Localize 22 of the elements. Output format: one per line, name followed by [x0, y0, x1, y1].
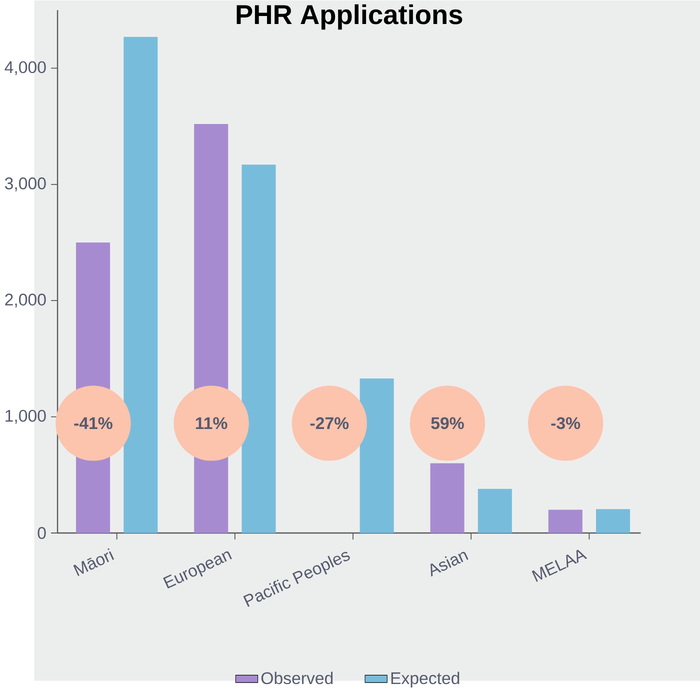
bar [548, 510, 582, 533]
legend-label: Expected [391, 672, 460, 688]
x-tick-label: Asian [430, 552, 468, 577]
x-tick-label: Māori [73, 548, 114, 576]
y-tick-label: 3,000 [4, 177, 46, 192]
annotation: 11% [196, 417, 228, 430]
bar [242, 164, 276, 533]
y-tick-label: 2,000 [5, 294, 46, 308]
bar [430, 463, 464, 533]
annotation: -41% [74, 417, 112, 430]
bar [478, 488, 512, 533]
y-tick-label: 0 [38, 526, 46, 539]
chart-title: PHR Applications [236, 4, 462, 30]
y-tick-label: 1,000 [6, 410, 46, 424]
annotation: 59% [431, 417, 464, 430]
bar [124, 36, 158, 533]
bar [360, 378, 394, 533]
bar [596, 509, 630, 533]
annotation: -27% [310, 417, 349, 430]
legend-label: Observed [261, 672, 333, 684]
annotation: -3% [551, 417, 580, 430]
y-tick-label: 4,000 [4, 61, 46, 76]
